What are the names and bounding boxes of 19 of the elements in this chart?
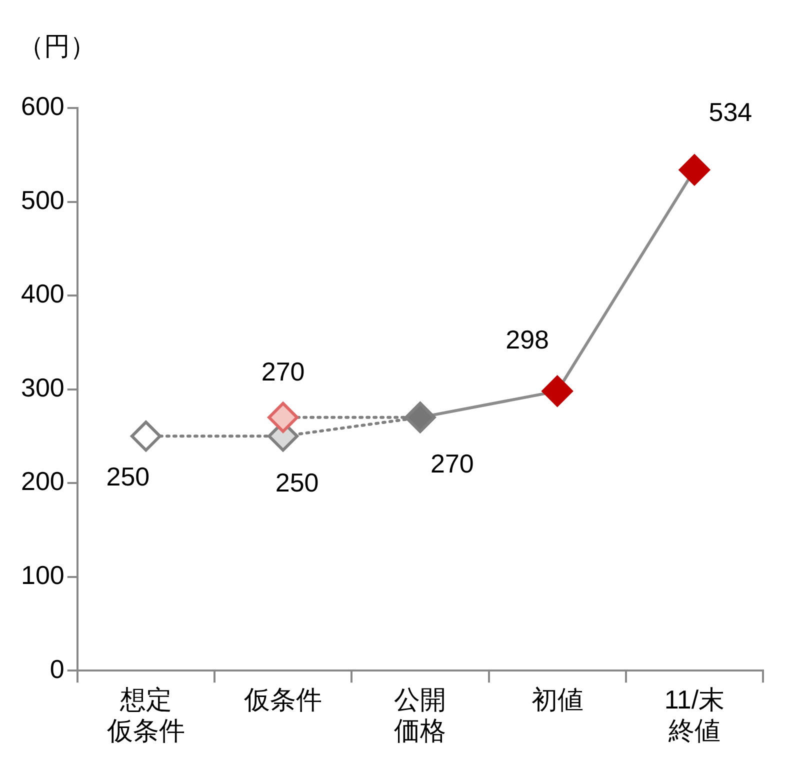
data-label: 298 bbox=[506, 324, 550, 354]
y-tick-label: 300 bbox=[20, 372, 64, 402]
data-label: 250 bbox=[106, 461, 150, 492]
data-label: 270 bbox=[261, 356, 305, 387]
x-tick-label: 11/末終値 bbox=[664, 684, 725, 746]
x-tick-label: 公開価格 bbox=[394, 684, 446, 746]
y-tick-label: 400 bbox=[20, 278, 64, 309]
x-tick-label: 仮条件 bbox=[243, 684, 322, 714]
y-axis-title: （円） bbox=[18, 31, 96, 62]
data-label: 250 bbox=[275, 467, 319, 498]
data-label: 270 bbox=[430, 448, 474, 479]
x-tick-label: 初値 bbox=[531, 684, 584, 714]
y-tick-label: 500 bbox=[20, 184, 64, 215]
y-tick-label: 0 bbox=[50, 654, 64, 684]
y-tick-label: 100 bbox=[20, 560, 64, 590]
x-tick-label: 想定仮条件 bbox=[106, 684, 185, 746]
y-tick-label: 200 bbox=[20, 466, 64, 496]
data-label: 534 bbox=[708, 97, 752, 128]
y-tick-label: 600 bbox=[20, 91, 64, 122]
